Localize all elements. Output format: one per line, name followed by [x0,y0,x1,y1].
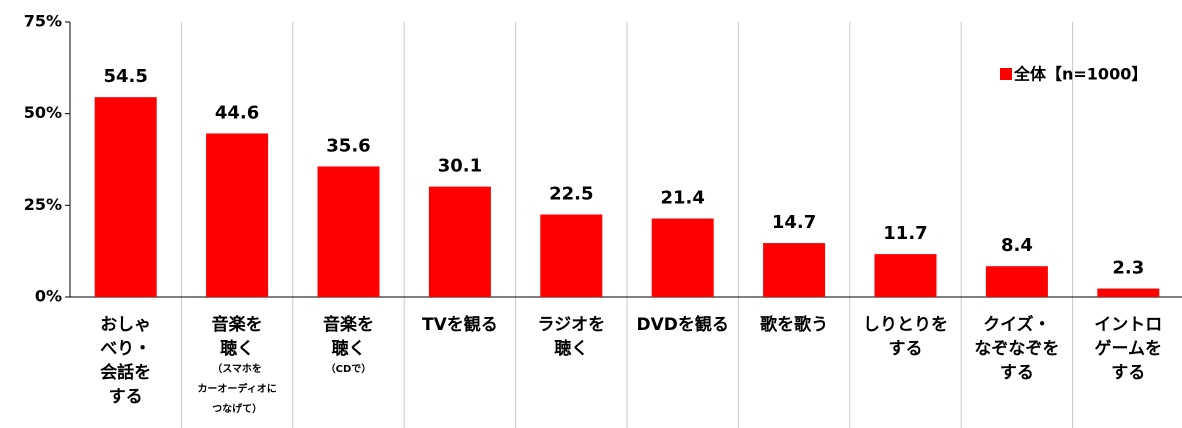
x-tick-label: 聴く [554,339,588,359]
x-tick-label: しりとりを [863,315,948,335]
bar [317,166,380,297]
data-label: 2.3 [1112,258,1144,279]
bar [206,133,269,297]
bar [540,214,603,297]
bar [94,97,157,298]
x-tick-label: DVDを観る [637,314,729,335]
bar [763,243,826,297]
data-label: 30.1 [438,156,482,177]
legend-label: 全体【n=1000】 [1013,65,1147,84]
x-tick-label: 聴く [220,339,254,359]
bar [1097,288,1160,297]
x-tick-label: クイズ・ [983,314,1051,335]
x-tick-label: なぞなぞを [974,339,1059,359]
y-tick-label: 75% [24,12,62,31]
data-label: 35.6 [326,135,370,156]
y-tick-label: 25% [24,195,62,214]
data-label: 14.7 [772,212,816,233]
x-tick-label: する [889,339,923,359]
category-note: カーオーディオに [197,382,276,395]
x-tick-label: べり・ [100,339,151,359]
data-label: 44.6 [215,102,259,123]
data-label: 54.5 [103,66,147,87]
x-tick-label: 音楽を [323,314,374,335]
legend-swatch [1000,68,1012,80]
x-tick-label: ゲームを [1095,338,1163,359]
category-note: （スマホを [212,362,262,375]
x-tick-label: する [109,387,143,407]
x-tick-label: おしゃ [100,315,151,335]
bar [874,254,937,297]
bar [985,266,1048,297]
x-tick-label: 歌を歌う [760,314,828,335]
x-tick-label: する [1000,363,1034,383]
bar [428,186,491,297]
y-tick-label: 50% [24,103,62,122]
x-tick-label: 音楽を [212,314,263,335]
x-tick-label: ラジオを [537,315,605,335]
x-tick-label: TVを観る [422,314,498,335]
x-tick-label: イントロ [1094,315,1162,335]
x-tick-label: 会話を [100,362,151,383]
data-label: 21.4 [660,188,704,209]
y-tick-label: 0% [35,287,62,306]
data-label: 11.7 [883,223,927,244]
x-tick-label: する [1111,363,1145,383]
category-note: （CDで） [326,362,372,375]
category-note: つなげて） [212,402,262,415]
bar [651,218,714,297]
x-tick-label: 聴く [332,339,366,359]
data-label: 8.4 [1001,235,1033,256]
data-label: 22.5 [549,184,593,205]
